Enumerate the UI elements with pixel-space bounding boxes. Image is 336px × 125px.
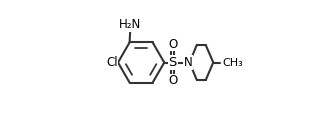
Text: Cl: Cl <box>106 56 118 69</box>
Text: N: N <box>184 56 193 69</box>
Text: O: O <box>168 74 177 87</box>
Text: CH₃: CH₃ <box>222 58 243 68</box>
Text: S: S <box>169 56 177 69</box>
Text: H₂N: H₂N <box>119 18 141 32</box>
Text: O: O <box>168 38 177 51</box>
